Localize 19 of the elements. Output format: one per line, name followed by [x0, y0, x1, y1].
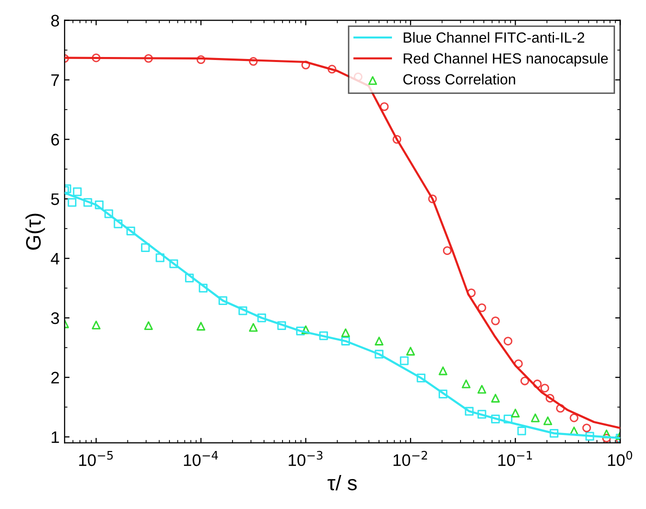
x-axis-title: τ/ s	[328, 475, 357, 490]
y-tick-label: 8	[51, 14, 60, 27]
x-tick-label: 10$^{−1}$	[498, 451, 532, 466]
x-tick-label: 10$^{−3}$	[288, 450, 322, 466]
legend-label: Blue Channel FITC-anti-IL-2	[404, 32, 584, 43]
y-tick-label: 1	[52, 431, 59, 443]
x-tick-label: 10$^{0}$	[608, 450, 632, 466]
y-tick-label: 7	[51, 74, 59, 86]
y-tick-label: 2	[51, 372, 59, 384]
y-tick-label: 5	[51, 193, 60, 206]
y-tick-label: 6	[51, 134, 60, 146]
x-tick-label: 10$^{−5}$	[79, 451, 113, 466]
legend-label: Red Channel HES nanocapsule	[404, 52, 608, 67]
y-tick-label: 3	[51, 312, 60, 324]
x-tick-label: 10$^{−4}$	[184, 451, 218, 466]
y-axis-title: G(τ)	[25, 214, 45, 250]
x-tick-label: 10$^{−2}$	[394, 450, 428, 466]
y-tick-label: 4	[50, 252, 60, 264]
legend-label: Cross Correlation	[403, 74, 516, 85]
